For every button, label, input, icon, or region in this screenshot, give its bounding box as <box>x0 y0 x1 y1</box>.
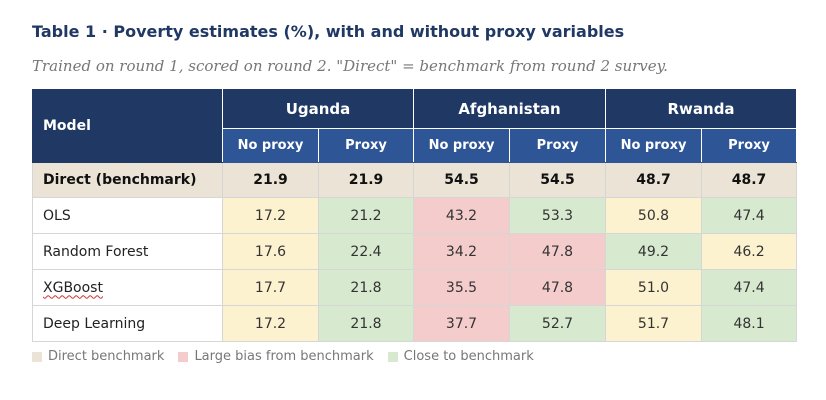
legend-swatch-red <box>178 351 189 362</box>
table-cell: 49.2 <box>605 233 703 270</box>
table-cell: 52.7 <box>509 305 607 342</box>
legend-label: Close to benchmark <box>403 349 534 364</box>
row-label: Random Forest <box>32 233 223 270</box>
legend-label: Direct benchmark <box>48 349 165 364</box>
spellcheck-flagged-label: XGBoost <box>43 279 103 296</box>
table-cell: 48.1 <box>701 305 798 342</box>
subheader-proxy: Proxy <box>509 127 607 164</box>
table-cell: 34.2 <box>413 233 511 270</box>
legend-swatch-green <box>387 351 398 362</box>
table-cell: 17.7 <box>222 269 319 306</box>
table-cell: 21.8 <box>317 305 415 342</box>
table-row: Random Forest 17.6 22.4 34.2 47.8 49.2 4… <box>32 233 798 270</box>
country-header-uganda: Uganda <box>221 89 415 129</box>
table-cell: 47.4 <box>701 197 798 234</box>
table-cell: 35.5 <box>413 269 511 306</box>
subheader-proxy: Proxy <box>317 127 415 164</box>
subheader-no-proxy: No proxy <box>222 127 319 164</box>
table-cell: 17.6 <box>222 233 319 270</box>
table-cell: 43.2 <box>413 197 511 234</box>
table-cell: 53.3 <box>509 197 607 234</box>
legend-item-large-bias: Large bias from benchmark <box>178 349 374 364</box>
legend-item-direct-benchmark: Direct benchmark <box>32 349 164 364</box>
subheader-proxy: Proxy <box>701 127 798 164</box>
table-cell: 47.8 <box>509 269 607 306</box>
table-cell: 51.0 <box>605 269 703 306</box>
model-column-header: Model <box>32 89 223 163</box>
table-cell: 37.7 <box>413 305 511 342</box>
table-cell: 21.9 <box>222 162 319 198</box>
table-row: Deep Learning 17.2 21.8 37.7 52.7 51.7 4… <box>32 305 798 342</box>
table-row: OLS 17.2 21.2 43.2 53.3 50.8 47.4 <box>32 197 798 234</box>
table-cell: 46.2 <box>701 233 798 270</box>
table-cell: 50.8 <box>605 197 703 234</box>
table-cell: 22.4 <box>317 233 415 270</box>
table-cell: 17.2 <box>222 305 319 342</box>
legend-label: Large bias from benchmark <box>194 349 374 364</box>
row-label: Deep Learning <box>32 305 223 342</box>
legend-swatch-beige <box>32 351 42 362</box>
legend-item-close: Close to benchmark <box>387 349 534 364</box>
country-header-afghanistan: Afghanistan <box>413 89 607 129</box>
table-cell: 21.8 <box>317 269 415 306</box>
table-cell: 54.5 <box>413 162 511 198</box>
table-cell: 54.5 <box>509 162 607 198</box>
table-cell: 21.2 <box>317 197 415 234</box>
subheader-no-proxy: No proxy <box>605 127 703 164</box>
table-row: XGBoost 17.7 21.8 35.5 47.8 51.0 47.4 <box>32 269 798 306</box>
table-subtitle: Trained on round 1, scored on round 2. "… <box>32 57 668 75</box>
benchmark-row: Direct (benchmark) 21.9 21.9 54.5 54.5 4… <box>32 162 798 198</box>
row-label: Direct (benchmark) <box>32 162 223 198</box>
country-header-rwanda: Rwanda <box>605 89 798 129</box>
table-title: Table 1 · Poverty estimates (%), with an… <box>32 22 625 41</box>
table-cell: 21.9 <box>317 162 415 198</box>
table-cell: 17.2 <box>222 197 319 234</box>
subheader-no-proxy: No proxy <box>413 127 511 164</box>
table-cell: 48.7 <box>605 162 703 198</box>
table-cell: 48.7 <box>701 162 798 198</box>
poverty-table: Model Uganda Afghanistan Rwanda No proxy… <box>32 89 798 342</box>
legend: Direct benchmark Large bias from benchma… <box>32 349 534 364</box>
row-label: XGBoost <box>32 269 223 306</box>
row-label: OLS <box>32 197 223 234</box>
table-cell: 51.7 <box>605 305 703 342</box>
table-cell: 47.4 <box>701 269 798 306</box>
table-cell: 47.8 <box>509 233 607 270</box>
